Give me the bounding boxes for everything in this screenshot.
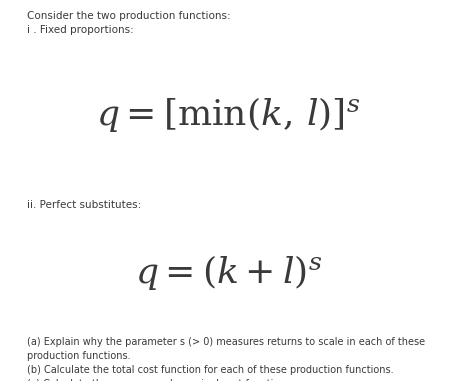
Text: $q = [\mathrm{min}(k,\, l)]^s$: $q = [\mathrm{min}(k,\, l)]^s$ [96,95,361,134]
Text: $q = (k + l)^s$: $q = (k + l)^s$ [135,253,322,292]
Text: ii. Perfect substitutes:: ii. Perfect substitutes: [27,200,142,210]
Text: (a) Explain why the parameter s (> 0) measures returns to scale in each of these: (a) Explain why the parameter s (> 0) me… [27,337,425,381]
Text: Consider the two production functions:
i . Fixed proportions:: Consider the two production functions: i… [27,11,231,35]
